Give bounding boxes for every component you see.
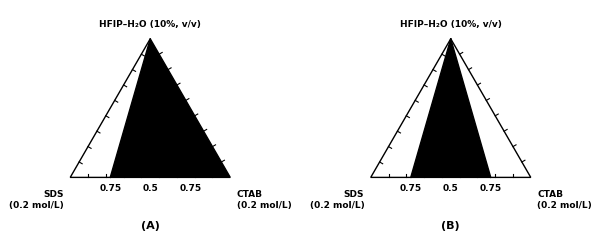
Text: 0.5: 0.5	[443, 184, 459, 193]
Polygon shape	[70, 39, 150, 177]
Text: CTAB
(0.2 mol/L): CTAB (0.2 mol/L)	[237, 190, 291, 209]
Text: 0.75: 0.75	[400, 184, 422, 193]
Text: SDS
(0.2 mol/L): SDS (0.2 mol/L)	[9, 190, 64, 209]
Polygon shape	[451, 39, 531, 177]
Polygon shape	[70, 39, 230, 177]
Text: SDS
(0.2 mol/L): SDS (0.2 mol/L)	[310, 190, 364, 209]
Text: 0.75: 0.75	[480, 184, 502, 193]
Text: HFIP–H₂O (10%, v/v): HFIP–H₂O (10%, v/v)	[99, 20, 201, 29]
Text: 0.75: 0.75	[179, 184, 201, 193]
Text: (B): (B)	[442, 220, 460, 231]
Text: CTAB
(0.2 mol/L): CTAB (0.2 mol/L)	[537, 190, 592, 209]
Text: 0.5: 0.5	[142, 184, 158, 193]
Text: 0.75: 0.75	[99, 184, 121, 193]
Text: HFIP–H₂O (10%, v/v): HFIP–H₂O (10%, v/v)	[400, 20, 502, 29]
Polygon shape	[371, 39, 531, 177]
Text: (A): (A)	[141, 220, 160, 231]
Polygon shape	[371, 39, 451, 177]
